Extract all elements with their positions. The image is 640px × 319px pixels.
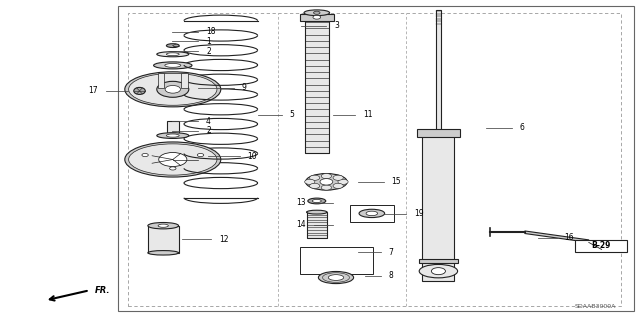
Text: 13: 13 xyxy=(296,198,306,207)
Ellipse shape xyxy=(166,53,179,56)
Text: 10: 10 xyxy=(248,152,257,161)
Text: 3: 3 xyxy=(334,21,339,30)
Ellipse shape xyxy=(359,209,385,218)
Ellipse shape xyxy=(308,198,326,204)
Bar xyxy=(417,129,460,137)
Text: 2: 2 xyxy=(206,47,211,56)
Circle shape xyxy=(321,185,332,190)
Ellipse shape xyxy=(125,72,221,107)
Circle shape xyxy=(310,183,320,189)
Ellipse shape xyxy=(129,144,217,175)
Text: 12: 12 xyxy=(219,235,228,244)
Ellipse shape xyxy=(419,264,458,278)
Ellipse shape xyxy=(157,52,189,57)
Bar xyxy=(300,247,373,274)
Circle shape xyxy=(197,153,204,157)
Circle shape xyxy=(338,179,348,184)
Circle shape xyxy=(321,174,332,179)
Ellipse shape xyxy=(312,199,321,203)
Circle shape xyxy=(157,81,189,97)
Ellipse shape xyxy=(304,10,330,16)
Circle shape xyxy=(310,175,320,180)
Text: B-29: B-29 xyxy=(591,241,611,250)
Bar xyxy=(307,212,327,238)
Circle shape xyxy=(333,175,343,180)
Circle shape xyxy=(159,152,187,167)
Circle shape xyxy=(333,183,343,189)
Text: 2: 2 xyxy=(206,126,211,135)
Ellipse shape xyxy=(165,63,181,67)
Circle shape xyxy=(305,179,315,184)
Text: SDAAB3000A: SDAAB3000A xyxy=(575,304,616,309)
Ellipse shape xyxy=(125,142,221,177)
Ellipse shape xyxy=(148,251,179,255)
Bar xyxy=(350,205,394,222)
Text: 11: 11 xyxy=(363,110,372,119)
Circle shape xyxy=(314,11,320,14)
Text: 17: 17 xyxy=(88,86,98,95)
Bar xyxy=(575,240,627,252)
Text: 1: 1 xyxy=(206,37,211,46)
Ellipse shape xyxy=(166,134,179,137)
Circle shape xyxy=(320,179,333,185)
Text: FR.: FR. xyxy=(95,286,110,295)
Bar xyxy=(158,73,164,88)
Text: 15: 15 xyxy=(392,177,401,186)
Text: 14: 14 xyxy=(296,220,306,229)
Text: 7: 7 xyxy=(388,248,394,256)
Bar xyxy=(128,13,621,306)
Bar xyxy=(167,121,179,134)
Text: 8: 8 xyxy=(388,271,393,280)
Ellipse shape xyxy=(158,224,168,227)
Ellipse shape xyxy=(319,271,354,284)
Ellipse shape xyxy=(148,223,179,229)
Text: 19: 19 xyxy=(414,209,424,218)
Text: 4: 4 xyxy=(206,117,211,126)
Text: 5: 5 xyxy=(289,110,294,119)
Bar xyxy=(118,6,634,311)
Text: 16: 16 xyxy=(564,233,574,242)
Ellipse shape xyxy=(366,211,378,216)
Ellipse shape xyxy=(328,275,344,280)
Circle shape xyxy=(313,15,321,19)
Circle shape xyxy=(165,85,180,93)
Bar xyxy=(422,134,454,281)
Bar xyxy=(148,226,179,253)
Ellipse shape xyxy=(307,210,327,214)
Circle shape xyxy=(170,167,176,170)
Text: 18: 18 xyxy=(206,27,216,36)
Ellipse shape xyxy=(157,133,189,138)
Circle shape xyxy=(142,153,148,157)
Bar xyxy=(181,73,188,88)
Bar xyxy=(305,16,329,153)
Ellipse shape xyxy=(154,62,192,69)
Polygon shape xyxy=(525,231,589,242)
Bar xyxy=(436,10,441,134)
Bar xyxy=(300,14,334,21)
Ellipse shape xyxy=(129,73,217,105)
Ellipse shape xyxy=(306,174,347,190)
Bar xyxy=(419,259,458,263)
Ellipse shape xyxy=(166,44,179,48)
Ellipse shape xyxy=(431,268,445,275)
Text: 6: 6 xyxy=(520,123,525,132)
Text: 9: 9 xyxy=(241,83,246,92)
Ellipse shape xyxy=(134,87,145,94)
